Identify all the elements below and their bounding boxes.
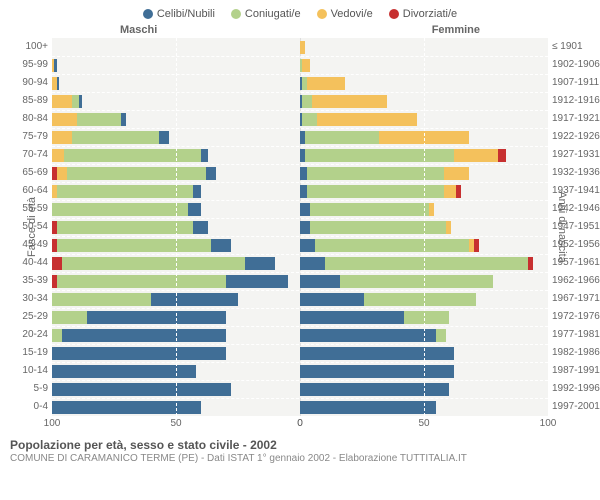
pyramid-row [52, 92, 548, 110]
legend: Celibi/Nubili Coniugati/e Vedovi/e Divorzia… [0, 0, 600, 24]
legend-swatch [143, 9, 153, 19]
legend-item: Celibi/Nubili [143, 8, 215, 20]
x-tick: 50 [418, 418, 429, 429]
legend-label: Coniugati/e [245, 8, 301, 20]
legend-item: Coniugati/e [231, 8, 301, 20]
pyramid-row [52, 236, 548, 254]
birth-tick: 1927-1931 [552, 146, 600, 164]
age-tick: 65-69 [0, 164, 48, 182]
birth-tick: 1972-1976 [552, 308, 600, 326]
birth-tick: 1962-1966 [552, 272, 600, 290]
age-tick: 10-14 [0, 362, 48, 380]
birth-tick: 1912-1916 [552, 92, 600, 110]
pyramid-row [52, 344, 548, 362]
age-tick: 40-44 [0, 254, 48, 272]
birth-tick: 1907-1911 [552, 74, 600, 92]
legend-label: Celibi/Nubili [157, 8, 215, 20]
x-tick: 100 [44, 418, 61, 429]
pyramid-row [52, 398, 548, 416]
legend-label: Divorziati/e [403, 8, 457, 20]
footer-subtitle: COMUNE DI CARAMANICO TERME (PE) - Dati I… [10, 453, 590, 464]
birth-tick: 1997-2001 [552, 398, 600, 416]
x-axis: 100500 050100 [52, 418, 548, 432]
pyramid-row [52, 272, 548, 290]
x-tick: 50 [170, 418, 181, 429]
pyramid-row [52, 326, 548, 344]
age-tick: 25-29 [0, 308, 48, 326]
pyramid-row [52, 218, 548, 236]
x-tick: 100 [540, 418, 557, 429]
x-axis-left: 100500 [52, 418, 300, 432]
birth-tick: ≤ 1901 [552, 38, 600, 56]
birth-tick: 1987-1991 [552, 362, 600, 380]
pyramid-row [52, 182, 548, 200]
age-tick: 45-49 [0, 236, 48, 254]
age-tick: 60-64 [0, 182, 48, 200]
age-tick: 100+ [0, 38, 48, 56]
pyramid-row [52, 200, 548, 218]
age-tick: 90-94 [0, 74, 48, 92]
pyramid-row [52, 56, 548, 74]
pyramid-row [52, 380, 548, 398]
header-male: Maschi [120, 24, 157, 36]
pyramid-row [52, 308, 548, 326]
age-tick: 0-4 [0, 398, 48, 416]
birth-tick: 1932-1936 [552, 164, 600, 182]
pyramid-row [52, 128, 548, 146]
legend-swatch [231, 9, 241, 19]
legend-swatch [317, 9, 327, 19]
age-tick: 15-19 [0, 344, 48, 362]
x-axis-right: 050100 [300, 418, 548, 432]
y-label-right: Anni di nascita [556, 191, 568, 263]
header-female: Femmine [432, 24, 480, 36]
birth-tick: 1917-1921 [552, 110, 600, 128]
pyramid-row [52, 254, 548, 272]
birth-tick: 1977-1981 [552, 326, 600, 344]
footer-title: Popolazione per età, sesso e stato civil… [10, 438, 590, 452]
age-tick: 5-9 [0, 380, 48, 398]
legend-swatch [389, 9, 399, 19]
pyramid-row [52, 110, 548, 128]
age-tick: 35-39 [0, 272, 48, 290]
age-tick: 95-99 [0, 56, 48, 74]
pyramid-row [52, 362, 548, 380]
pyramid-row [52, 38, 548, 56]
pyramid-row [52, 146, 548, 164]
age-tick: 70-74 [0, 146, 48, 164]
footer: Popolazione per età, sesso e stato civil… [0, 432, 600, 464]
legend-label: Vedovi/e [331, 8, 373, 20]
pyramid-row [52, 164, 548, 182]
birth-tick: 1967-1971 [552, 290, 600, 308]
age-tick: 55-59 [0, 200, 48, 218]
birth-tick: 1902-1906 [552, 56, 600, 74]
bar-rows [52, 38, 548, 416]
chart: Fasce di età 100+95-9990-9485-8980-8475-… [0, 38, 600, 416]
legend-item: Vedovi/e [317, 8, 373, 20]
pyramid-row [52, 74, 548, 92]
age-tick: 80-84 [0, 110, 48, 128]
age-tick: 85-89 [0, 92, 48, 110]
birth-tick: 1992-1996 [552, 380, 600, 398]
x-tick: 0 [297, 418, 303, 429]
pyramid-row [52, 290, 548, 308]
plot-area [52, 38, 548, 416]
age-tick: 20-24 [0, 326, 48, 344]
birth-tick: 1982-1986 [552, 344, 600, 362]
birth-tick: 1922-1926 [552, 128, 600, 146]
y-label-left: Fasce di età [26, 197, 38, 257]
age-tick: 75-79 [0, 128, 48, 146]
gender-headers: Maschi Femmine [0, 24, 600, 36]
legend-item: Divorziati/e [389, 8, 457, 20]
age-tick: 50-54 [0, 218, 48, 236]
age-tick: 30-34 [0, 290, 48, 308]
